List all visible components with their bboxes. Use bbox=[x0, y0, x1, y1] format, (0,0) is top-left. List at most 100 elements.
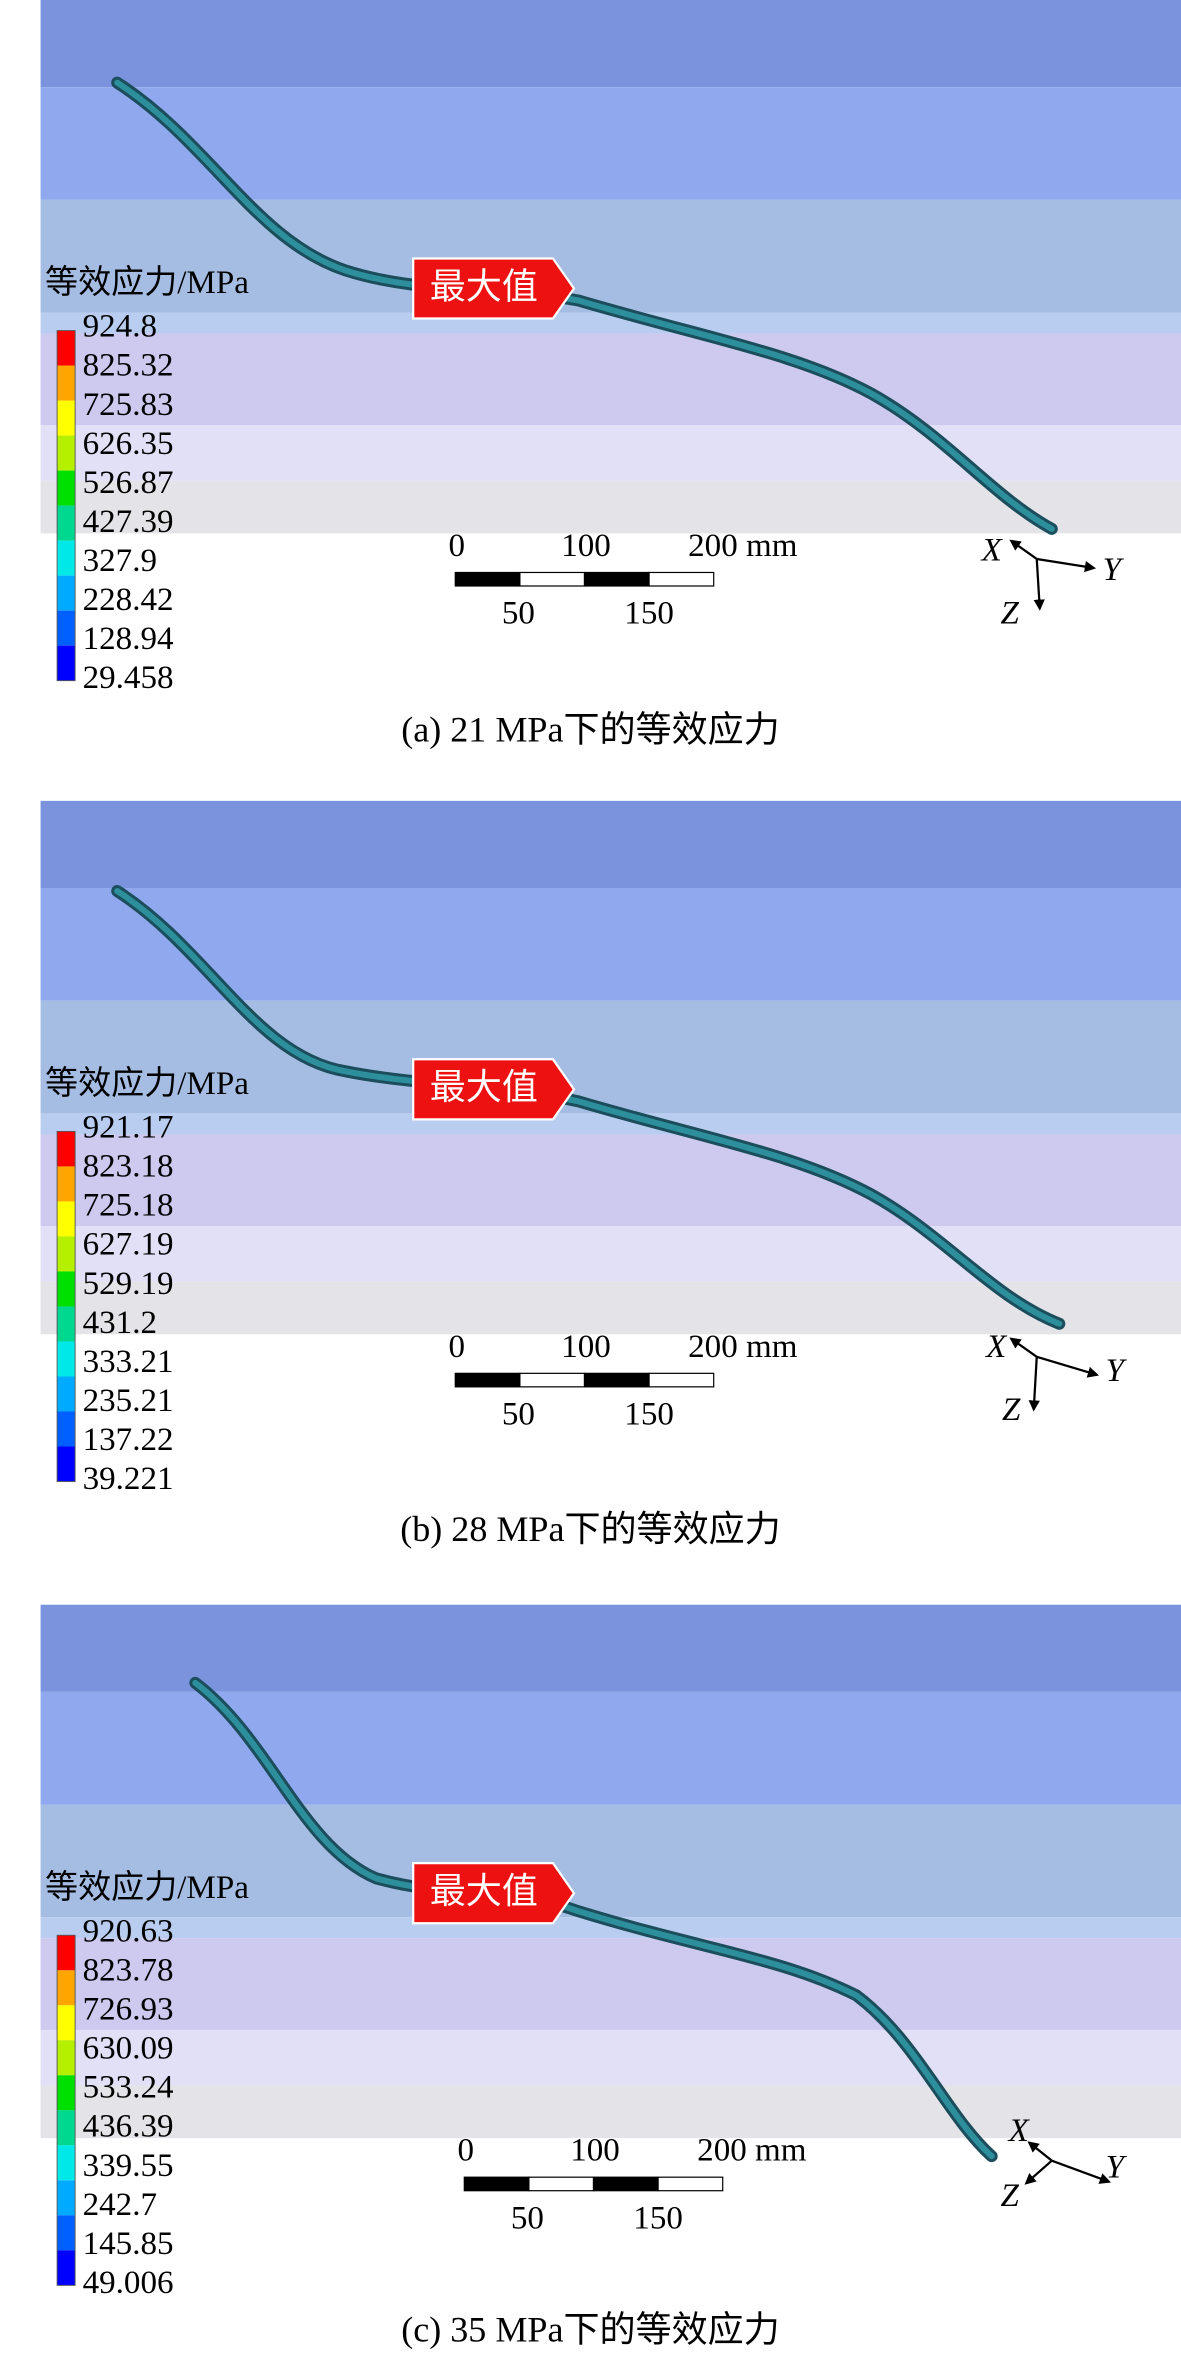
panel: 最大值 等效应力/MPa 921.17 823.18725.18627.19529.1… bbox=[40, 800, 1181, 1549]
scale-segment bbox=[583, 1372, 650, 1388]
background-band bbox=[40, 1134, 1181, 1227]
legend-swatch bbox=[57, 2005, 76, 2041]
scale-label: 200 mm bbox=[688, 528, 798, 564]
scale-label: 0 bbox=[449, 1329, 466, 1365]
scale-segment bbox=[454, 571, 521, 587]
legend-swatch bbox=[57, 400, 76, 436]
caption: (a) 21 MPa下的等效应力 bbox=[401, 710, 779, 750]
legend-value: 529.19 bbox=[83, 1266, 174, 1302]
axis-label: X bbox=[984, 1329, 1008, 1365]
axis-label: Y bbox=[1106, 1353, 1128, 1389]
caption: (c) 35 MPa下的等效应力 bbox=[401, 2310, 779, 2350]
legend-value: 39.221 bbox=[83, 1461, 174, 1497]
legend-swatch bbox=[57, 1236, 76, 1272]
pipe bbox=[114, 888, 1063, 1327]
legend-swatch bbox=[57, 1446, 76, 1482]
legend-value: 431.2 bbox=[83, 1305, 157, 1341]
scale-label: 50 bbox=[502, 1396, 535, 1432]
legend-swatch bbox=[57, 645, 76, 681]
legend-value: 327.9 bbox=[83, 543, 157, 579]
scale-segment bbox=[463, 2176, 530, 2192]
legend-value: 145.85 bbox=[83, 2226, 174, 2262]
scale-label: 100 bbox=[561, 1329, 611, 1365]
legend-value: 339.55 bbox=[83, 2148, 174, 2184]
background-band bbox=[40, 800, 1181, 889]
max-label: 最大值 bbox=[430, 1871, 538, 1911]
background-band bbox=[40, 1000, 1181, 1114]
legend-swatch bbox=[57, 2110, 76, 2146]
axis-arrow bbox=[1033, 558, 1045, 611]
legend-value: 436.39 bbox=[83, 2109, 174, 2145]
scale-label: 50 bbox=[511, 2200, 544, 2236]
axis-arrow bbox=[1051, 2159, 1111, 2184]
background-band bbox=[40, 199, 1181, 313]
legend-value: 137.22 bbox=[83, 1422, 174, 1458]
legend-swatch bbox=[57, 1271, 76, 1307]
axis-arrow bbox=[1036, 1355, 1100, 1378]
background-band bbox=[40, 1917, 1181, 1939]
legend-swatch bbox=[57, 610, 76, 646]
scale-segment bbox=[528, 2176, 595, 2192]
axis-label: Z bbox=[1002, 1392, 1021, 1428]
legend-swatch bbox=[57, 1970, 76, 2006]
panel: 最大值 等效应力/MPa 924.8825.32725.83626.35526.87… bbox=[40, 0, 1181, 750]
legend-swatch bbox=[57, 575, 76, 611]
axis-label: Y bbox=[1106, 2149, 1128, 2185]
scale-label: 200 mm bbox=[688, 1329, 798, 1365]
legend-value: 533.24 bbox=[83, 2070, 174, 2106]
background-band bbox=[40, 1281, 1181, 1335]
pipe bbox=[114, 79, 1055, 532]
legend-swatch bbox=[57, 365, 76, 401]
background-band bbox=[40, 425, 1181, 481]
axis-arrow bbox=[1009, 539, 1038, 560]
legend-value: 235.21 bbox=[83, 1383, 174, 1419]
legend-swatch bbox=[57, 330, 76, 366]
scale-label: 50 bbox=[502, 596, 535, 632]
axis-arrow bbox=[1027, 2141, 1053, 2162]
legend-value: 825.32 bbox=[83, 348, 174, 384]
legend-value: 49.006 bbox=[83, 2265, 174, 2301]
legend-swatch bbox=[57, 1166, 76, 1202]
background-band bbox=[40, 312, 1181, 334]
background-band bbox=[40, 2029, 1181, 2086]
legend-swatch bbox=[57, 505, 76, 541]
scale-label: 0 bbox=[458, 2133, 475, 2169]
legend-swatch bbox=[57, 2040, 76, 2076]
scale-label: 150 bbox=[633, 2200, 683, 2236]
pipe bbox=[192, 1679, 995, 2160]
legend-value: 627.19 bbox=[83, 1227, 174, 1263]
legend-swatch bbox=[57, 1376, 76, 1412]
legend-value: 427.39 bbox=[83, 504, 174, 540]
legend-value: 725.83 bbox=[83, 387, 174, 423]
axis-arrow bbox=[1028, 1356, 1040, 1412]
axis-label: Y bbox=[1103, 552, 1125, 588]
legend-value: 823.18 bbox=[83, 1149, 174, 1185]
legend-swatch bbox=[57, 2145, 76, 2181]
axis-arrow bbox=[1009, 1337, 1038, 1358]
background-band bbox=[40, 1604, 1181, 1692]
legend-value: 924.8 bbox=[83, 309, 157, 345]
legend-swatch bbox=[57, 2180, 76, 2216]
scale-label: 100 bbox=[561, 528, 611, 564]
background-band bbox=[40, 1226, 1181, 1282]
legend-swatch bbox=[57, 1411, 76, 1447]
scale-segment bbox=[592, 2176, 659, 2192]
background-band bbox=[40, 1113, 1181, 1135]
legend-swatch bbox=[57, 1131, 76, 1167]
legend-value: 29.458 bbox=[83, 660, 174, 696]
scale-segment bbox=[657, 2176, 724, 2192]
legend-value: 921.17 bbox=[83, 1109, 174, 1145]
max-label: 最大值 bbox=[430, 266, 538, 306]
legend-swatch bbox=[57, 2250, 76, 2286]
axis-label: Z bbox=[1001, 2178, 1020, 2214]
axis-label: X bbox=[980, 533, 1004, 569]
background-band bbox=[40, 1938, 1181, 2030]
legend-swatch bbox=[57, 1201, 76, 1237]
background-band bbox=[40, 333, 1181, 426]
legend-title: 等效应力/MPa bbox=[45, 1869, 249, 1906]
legend-swatch bbox=[57, 1341, 76, 1377]
scale-segment bbox=[648, 571, 715, 587]
axis-arrow bbox=[1036, 557, 1097, 573]
legend-swatch bbox=[57, 2075, 76, 2111]
